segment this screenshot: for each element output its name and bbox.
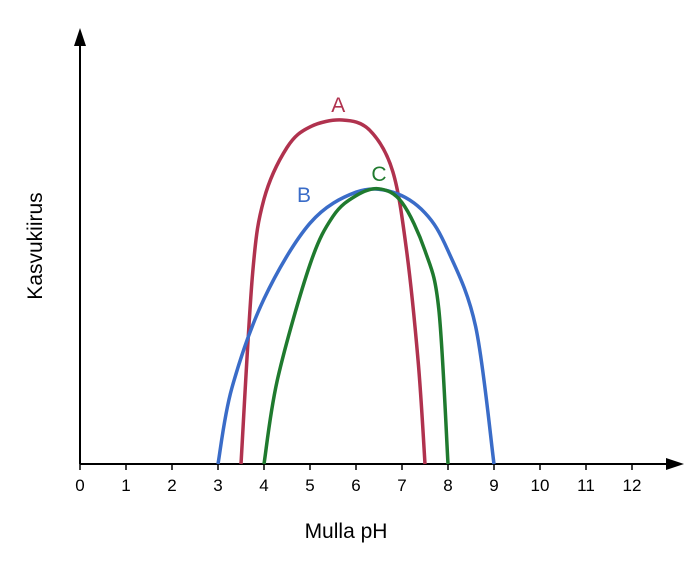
curve-label-c: C: [371, 163, 386, 186]
x-tick-label: 11: [577, 476, 595, 495]
curve-labels: A B C: [297, 94, 387, 207]
x-tick-label: 7: [397, 476, 406, 495]
x-tick-label: 8: [443, 476, 452, 495]
y-axis-arrow: [74, 28, 86, 46]
curve-c: [262, 186, 450, 465]
x-tick-label: 0: [75, 476, 84, 495]
x-tick-label: 5: [305, 476, 314, 495]
x-axis-title: Mulla pH: [305, 520, 388, 543]
x-tick-label: 6: [351, 476, 360, 495]
x-ticks: 0 1 2 3 4 5 6 7 8 9 10 11 12: [75, 464, 641, 495]
curve-a: [239, 118, 427, 465]
x-tick-label: 2: [167, 476, 176, 495]
y-axis-title: Kasvukiirus: [24, 192, 47, 299]
curves: [216, 118, 496, 465]
x-tick-label: 9: [489, 476, 498, 495]
plot-area: 0 1 2 3 4 5 6 7 8 9 10 11 12 ABC: [74, 28, 684, 495]
curve-b: [216, 187, 496, 465]
x-tick-label: 4: [259, 476, 268, 495]
curve-label-a: A: [331, 94, 345, 117]
x-tick-label: 12: [623, 476, 642, 495]
x-tick-label: 1: [121, 476, 130, 495]
x-tick-label: 10: [531, 476, 550, 495]
x-axis-arrow: [666, 458, 684, 470]
curve-label-b: B: [297, 184, 311, 207]
x-tick-label: 3: [213, 476, 222, 495]
